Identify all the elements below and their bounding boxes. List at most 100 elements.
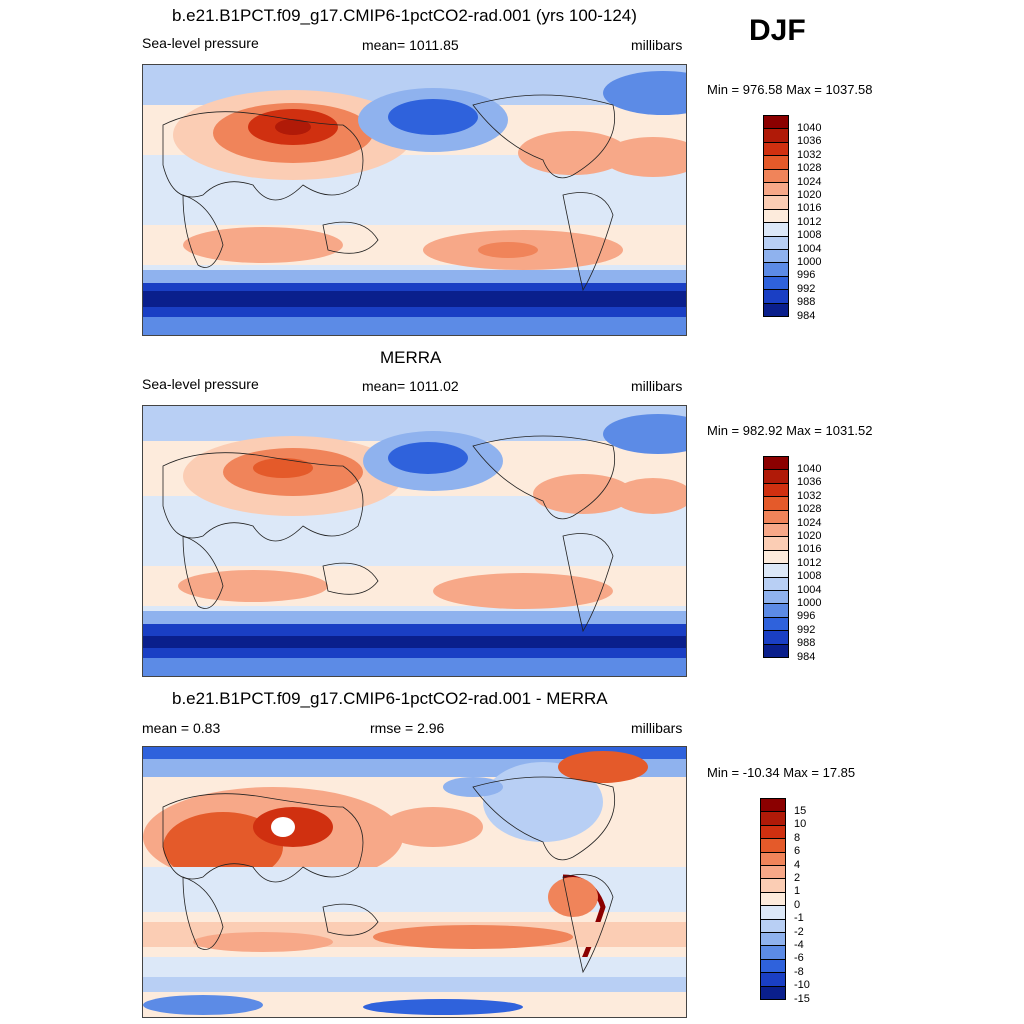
colorbar-label: 1036 [797, 135, 822, 148]
colorbar-label: 4 [794, 858, 801, 871]
colorbar-swatch [763, 115, 789, 130]
colorbar-swatch [763, 536, 789, 551]
colorbar-swatch [760, 905, 786, 920]
colorbar-label: 1020 [797, 530, 822, 542]
colorbar-label: 1028 [797, 503, 822, 516]
colorbar-swatch [760, 972, 786, 987]
colorbar-swatch [763, 168, 789, 183]
colorbar-label: 1016 [797, 543, 822, 556]
colorbar-swatch [763, 222, 789, 237]
colorbar-label: -10 [794, 979, 810, 992]
colorbar-swatch [763, 509, 789, 524]
colorbar-swatch [763, 482, 789, 498]
colorbar-label: 1040 [797, 122, 822, 134]
panel2-mean-label: mean= 1011.02 [362, 378, 459, 394]
colorbar-swatch [760, 811, 786, 826]
colorbar-label: 1000 [797, 597, 822, 609]
colorbar-label: 15 [794, 805, 807, 817]
colorbar-label: 0 [794, 898, 801, 911]
panel3-minmax: Min = -10.34 Max = 17.85 [707, 765, 856, 780]
colorbar-swatch [760, 891, 786, 907]
colorbar-label: 1020 [797, 189, 822, 201]
colorbar-label: 10 [794, 818, 807, 831]
colorbar-swatch [760, 798, 786, 813]
colorbar-swatch [763, 128, 789, 143]
colorbar-label: 6 [794, 845, 801, 858]
colorbar-label: 1012 [797, 215, 822, 228]
colorbar-label: -15 [794, 992, 810, 1005]
colorbar-label: 1004 [797, 242, 822, 255]
colorbar-swatch [763, 496, 789, 511]
colorbar-swatch [763, 235, 789, 250]
colorbar-label: -8 [794, 965, 804, 978]
panel3-title: b.e21.B1PCT.f09_g17.CMIP6-1pctCO2-rad.00… [172, 689, 608, 708]
panel1-title: b.e21.B1PCT.f09_g17.CMIP6-1pctCO2-rad.00… [172, 6, 637, 25]
panel1-units-label: millibars [631, 37, 683, 53]
colorbar-label: -2 [794, 925, 804, 938]
panel1-minmax: Min = 976.58 Max = 1037.58 [707, 82, 873, 97]
colorbar-label: 1028 [797, 162, 822, 175]
colorbar-label: 1040 [797, 463, 822, 475]
panel2-title: MERRA [380, 348, 442, 367]
colorbar-label: 992 [797, 282, 816, 295]
colorbar-swatch [763, 549, 789, 565]
colorbar-swatch [763, 576, 789, 591]
colorbar-label: 996 [797, 269, 816, 282]
colorbar-label: 1 [794, 885, 801, 898]
colorbar-swatch [763, 249, 789, 264]
colorbar-label: 1008 [797, 229, 822, 242]
colorbar-label: -6 [794, 952, 804, 965]
colorbar-swatch [763, 563, 789, 578]
colorbar-swatch [763, 643, 789, 658]
colorbar-label: 992 [797, 623, 816, 636]
colorbar-label: 996 [797, 610, 816, 623]
panel3-units-label: millibars [631, 720, 683, 736]
colorbar-label: 1032 [797, 489, 822, 502]
colorbar-label: -1 [794, 912, 804, 925]
colorbar-swatch [760, 945, 786, 960]
colorbar-swatch [763, 262, 789, 277]
colorbar-swatch [760, 932, 786, 947]
colorbar-swatch [763, 208, 789, 224]
colorbar-label: 1024 [797, 175, 822, 188]
colorbar-label: -4 [794, 939, 804, 951]
colorbar-swatch [763, 141, 789, 157]
colorbar-swatch [760, 824, 786, 840]
panel1-map [142, 64, 687, 336]
colorbar-swatch [760, 851, 786, 866]
colorbar-swatch [763, 182, 789, 197]
season-label: DJF [749, 14, 806, 47]
colorbar-swatch [763, 603, 789, 618]
panel2-units-label: millibars [631, 378, 683, 394]
colorbar-swatch [763, 195, 789, 210]
colorbar-label: 1004 [797, 583, 822, 596]
panel3-map [142, 746, 687, 1018]
colorbar-label: 984 [797, 650, 816, 663]
colorbar-swatch [763, 630, 789, 645]
colorbar-label: 988 [797, 637, 816, 650]
panel2-map [142, 405, 687, 677]
panel3-rmse-label: rmse = 2.96 [370, 720, 445, 736]
colorbar-swatch [760, 985, 786, 1000]
colorbar-label: 984 [797, 309, 816, 322]
colorbar-swatch [763, 456, 789, 471]
colorbar-swatch [763, 469, 789, 484]
colorbar-label: 1012 [797, 556, 822, 569]
colorbar-label: 1000 [797, 256, 822, 268]
colorbar-label: 988 [797, 296, 816, 309]
colorbar-swatch [763, 275, 789, 291]
colorbar-swatch [763, 155, 789, 170]
colorbar-label: 1036 [797, 476, 822, 489]
colorbar-swatch [760, 838, 786, 853]
panel1-mean-label: mean= 1011.85 [362, 37, 459, 53]
colorbar-swatch [763, 523, 789, 538]
colorbar-label: 8 [794, 831, 801, 844]
colorbar-swatch [763, 302, 789, 317]
colorbar-swatch [763, 289, 789, 304]
colorbar-swatch [760, 865, 786, 880]
colorbar-swatch [760, 958, 786, 974]
colorbar-label: 1008 [797, 570, 822, 583]
colorbar-label: 1024 [797, 516, 822, 529]
colorbar-label: 1032 [797, 148, 822, 161]
colorbar-swatch [763, 616, 789, 632]
